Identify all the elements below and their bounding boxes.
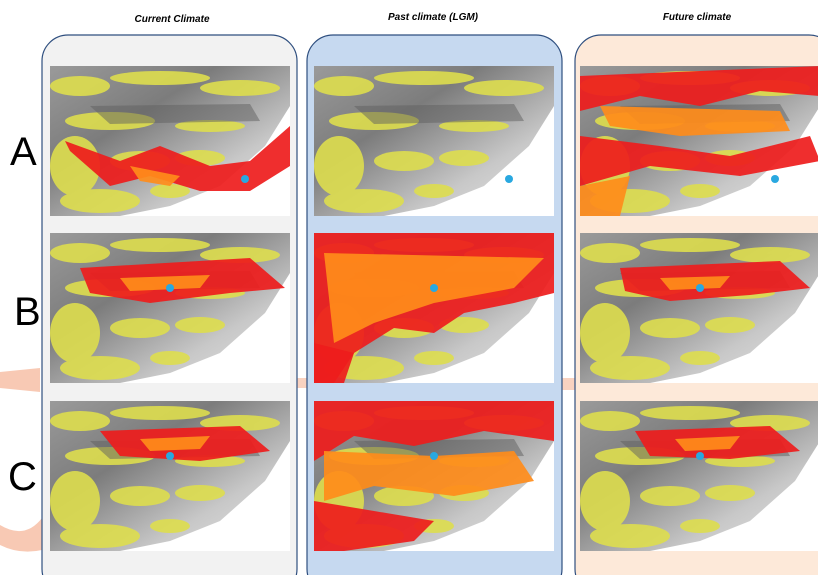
figure: Current Climate Past climate (LGM) Futur… bbox=[0, 0, 818, 575]
site-marker bbox=[696, 284, 704, 292]
map-grid bbox=[50, 66, 818, 551]
column-title: Future climate bbox=[663, 12, 732, 23]
site-marker bbox=[505, 175, 513, 183]
map bbox=[314, 233, 554, 383]
site-marker bbox=[241, 175, 249, 183]
page: {"columns": ["Current Climate", "Past cl… bbox=[0, 0, 818, 575]
base-map bbox=[50, 66, 290, 216]
base-map bbox=[314, 66, 554, 216]
map bbox=[580, 66, 818, 216]
site-marker bbox=[166, 452, 174, 460]
map bbox=[50, 66, 290, 216]
arrow bbox=[562, 378, 576, 390]
base-map bbox=[50, 233, 290, 383]
map bbox=[314, 66, 554, 216]
row-label: B bbox=[14, 290, 41, 334]
map bbox=[50, 233, 290, 383]
site-marker bbox=[771, 175, 779, 183]
site-marker bbox=[430, 284, 438, 292]
map bbox=[580, 401, 818, 551]
map bbox=[580, 233, 818, 383]
arrow bbox=[0, 368, 40, 392]
site-marker bbox=[430, 452, 438, 460]
site-marker bbox=[166, 284, 174, 292]
row-label: A bbox=[10, 130, 37, 174]
row-label: C bbox=[8, 455, 37, 499]
base-map bbox=[50, 401, 290, 551]
base-map bbox=[580, 233, 818, 383]
arrow bbox=[0, 518, 42, 552]
column-title: Current Climate bbox=[134, 14, 209, 25]
site-marker bbox=[696, 452, 704, 460]
map bbox=[314, 401, 554, 551]
column-title: Past climate (LGM) bbox=[388, 12, 479, 23]
suitability-area bbox=[660, 276, 730, 290]
map bbox=[50, 401, 290, 551]
base-map bbox=[580, 401, 818, 551]
